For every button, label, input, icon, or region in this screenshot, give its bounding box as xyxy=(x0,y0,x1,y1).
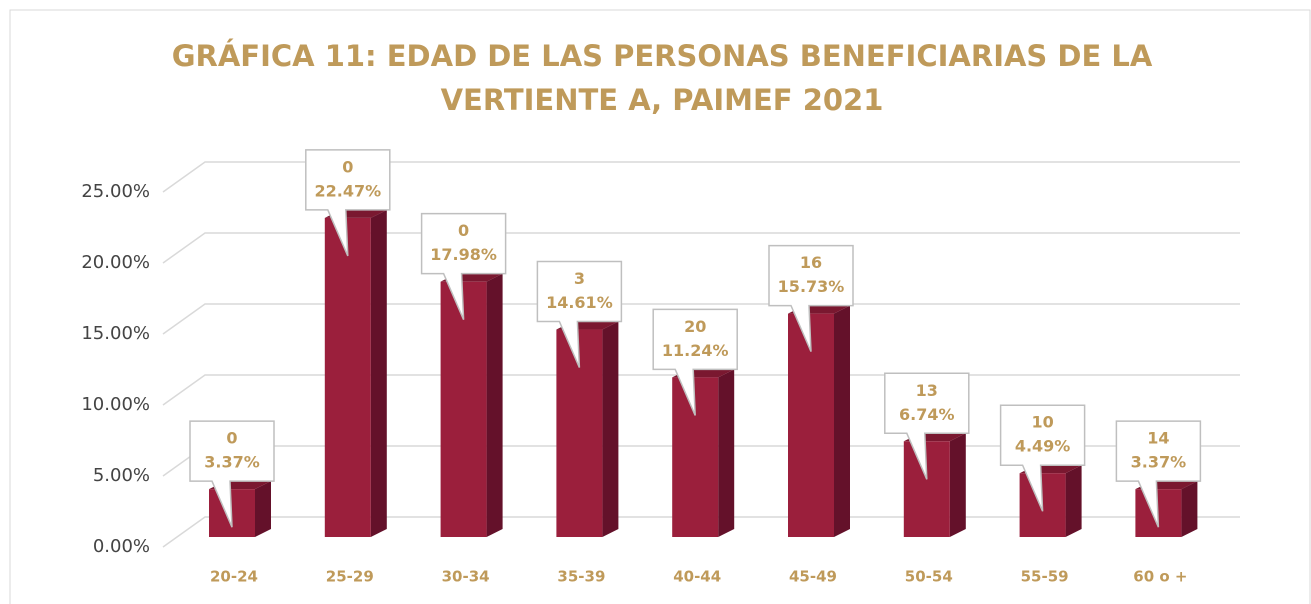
bar xyxy=(556,321,619,537)
x-tick-label: 20-24 xyxy=(210,568,258,586)
x-tick-label: 60 o + xyxy=(1133,568,1187,586)
grid-line xyxy=(162,161,1240,193)
grid-line xyxy=(162,516,1240,548)
bar-side xyxy=(602,321,619,537)
y-tick-label: 10.00% xyxy=(81,394,150,415)
x-tick-label: 35-39 xyxy=(557,568,605,586)
bar-side xyxy=(370,209,387,537)
callout-count: 0 xyxy=(458,221,469,240)
data-label: 11.24% xyxy=(662,341,729,360)
chart-title: VERTIENTE A, PAIMEF 2021 xyxy=(441,83,884,117)
bar-side xyxy=(949,433,966,537)
bar xyxy=(788,305,850,537)
x-tick-label: 50-54 xyxy=(905,568,953,586)
callout-count: 16 xyxy=(800,253,822,272)
y-tick-label: 25.00% xyxy=(81,181,150,202)
data-label: 14.61% xyxy=(546,293,613,312)
callout-count: 13 xyxy=(916,381,938,400)
callout-count: 20 xyxy=(684,317,706,336)
x-tick-label: 30-34 xyxy=(442,568,490,586)
data-label: 4.49% xyxy=(1015,437,1071,456)
callout xyxy=(305,149,391,257)
callout xyxy=(884,372,970,480)
grid-line xyxy=(162,303,1240,335)
bar xyxy=(672,369,735,537)
bar-side xyxy=(834,305,850,537)
data-label: 17.98% xyxy=(430,245,497,264)
callout xyxy=(1115,420,1202,528)
callout-count: 10 xyxy=(1031,413,1053,432)
bar xyxy=(903,433,966,537)
y-tick-label: 5.00% xyxy=(93,465,150,486)
callout xyxy=(420,212,507,320)
data-label: 22.47% xyxy=(314,181,381,200)
callout xyxy=(536,260,623,368)
callout xyxy=(768,244,854,352)
data-label: 15.73% xyxy=(778,277,845,296)
callout-count: 0 xyxy=(342,157,353,176)
callout xyxy=(189,420,275,528)
bar-side xyxy=(255,481,271,537)
x-tick-label: 40-44 xyxy=(673,568,721,586)
y-tick-label: 0.00% xyxy=(93,536,150,557)
data-label: 6.74% xyxy=(899,405,955,424)
callout xyxy=(652,308,738,416)
bar-side xyxy=(1181,481,1198,537)
bar xyxy=(324,209,387,537)
bar xyxy=(440,273,503,537)
bar-side xyxy=(718,369,735,537)
data-label: 3.37% xyxy=(1131,453,1187,472)
callout-count: 3 xyxy=(574,269,585,288)
y-tick-label: 20.00% xyxy=(81,252,150,273)
x-tick-label: 45-49 xyxy=(789,568,837,586)
callout-count: 0 xyxy=(226,429,237,448)
grid-line xyxy=(162,232,1240,264)
x-tick-label: 25-29 xyxy=(326,568,374,586)
x-tick-label: 55-59 xyxy=(1021,568,1069,586)
bar-front xyxy=(324,217,371,537)
bar-front xyxy=(903,441,950,537)
data-label: 3.37% xyxy=(204,453,260,472)
y-tick-label: 15.00% xyxy=(81,323,150,344)
chart-title: GRÁFICA 11: EDAD DE LAS PERSONAS BENEFIC… xyxy=(172,39,1153,73)
callout-count: 14 xyxy=(1147,429,1169,448)
callout xyxy=(999,404,1086,512)
bar-side xyxy=(486,273,503,537)
bar xyxy=(1135,481,1198,537)
bar-front xyxy=(440,281,487,537)
bar-side xyxy=(1065,465,1082,537)
